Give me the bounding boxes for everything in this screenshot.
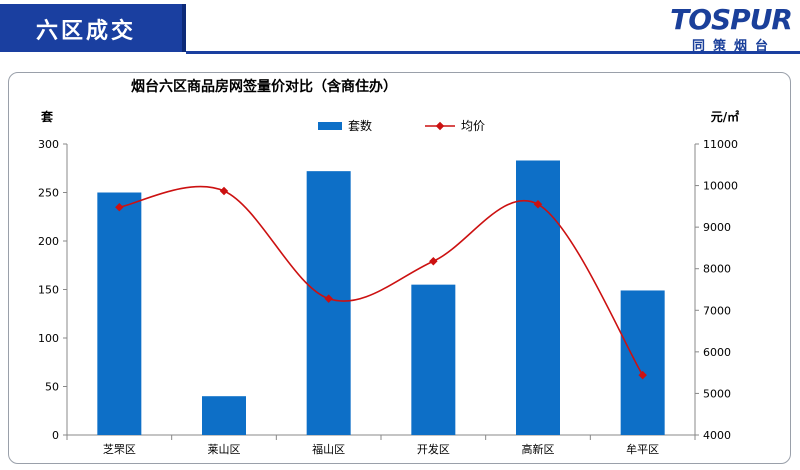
section-header-tab: 六区成交 — [0, 4, 186, 52]
tospur-logo: TOSPUR 同策烟台 — [652, 3, 793, 54]
x-tick-label: 高新区 — [522, 442, 555, 456]
price-point — [219, 186, 229, 196]
x-tick-label: 福山区 — [312, 442, 345, 456]
y-tick-label: 300 — [38, 138, 59, 151]
y-tick-label: 100 — [38, 332, 59, 345]
y2-tick-label: 5000 — [703, 387, 731, 400]
price-point — [115, 202, 124, 212]
price-point — [638, 370, 647, 380]
y-tick-label: 200 — [38, 235, 59, 248]
y2-tick-label: 8000 — [703, 263, 731, 276]
line-series — [115, 185, 647, 380]
y-tick-label: 150 — [38, 284, 59, 297]
legend-swatch-marker — [435, 121, 445, 131]
bar — [202, 396, 246, 435]
y-axis-label: 套 — [40, 109, 54, 124]
chart-axes: 0 50 100 150 200 250 300 4000 5000 6000 7000 8000 90… — [38, 138, 738, 456]
price-point — [429, 256, 438, 266]
x-tick-label: 芝罘区 — [103, 443, 136, 456]
bar — [620, 290, 665, 435]
x-tick-label: 莱山区 — [208, 443, 241, 456]
y2-tick-label: 10000 — [703, 180, 738, 193]
bar — [97, 192, 142, 435]
y-tick-label: 0 — [52, 429, 59, 442]
combo-chart: 烟台六区商品房网签量价对比（含商住办） 套 元/㎡ 套数 均价 0 50 100 150… — [38, 78, 739, 456]
x-tick-label: 牟平区 — [626, 442, 659, 456]
y2-tick-label: 6000 — [703, 346, 731, 359]
legend-swatch-bar — [318, 122, 342, 130]
chart-panel: 烟台六区商品房网签量价对比（含商住办） 套 元/㎡ 套数 均价 0 50 100 150… — [8, 72, 791, 464]
logo-wordmark: TOSPUR — [670, 3, 793, 36]
x-tick-label: 开发区 — [417, 442, 450, 456]
bar — [306, 171, 351, 435]
y-tick-label: 250 — [38, 187, 59, 200]
bar-series — [97, 160, 665, 435]
chart-title: 烟台六区商品房网签量价对比（含商住办） — [131, 78, 397, 95]
price-line — [119, 185, 644, 376]
y2-tick-label: 7000 — [703, 304, 731, 317]
logo-subtitle: 同策烟台 — [691, 39, 776, 54]
chart-legend: 套数 均价 — [318, 118, 485, 133]
y2-tick-label: 9000 — [703, 221, 731, 234]
price-point — [324, 294, 333, 303]
header-rule — [186, 51, 800, 54]
y2-axis-label: 元/㎡ — [711, 109, 739, 124]
y2-tick-label: 11000 — [703, 138, 738, 151]
section-title: 六区成交 — [36, 19, 137, 44]
legend-label-bar: 套数 — [348, 118, 372, 133]
y-tick-label: 50 — [45, 381, 59, 394]
y2-tick-label: 4000 — [703, 429, 731, 442]
bar — [411, 284, 456, 435]
legend-label-line: 均价 — [461, 119, 485, 133]
